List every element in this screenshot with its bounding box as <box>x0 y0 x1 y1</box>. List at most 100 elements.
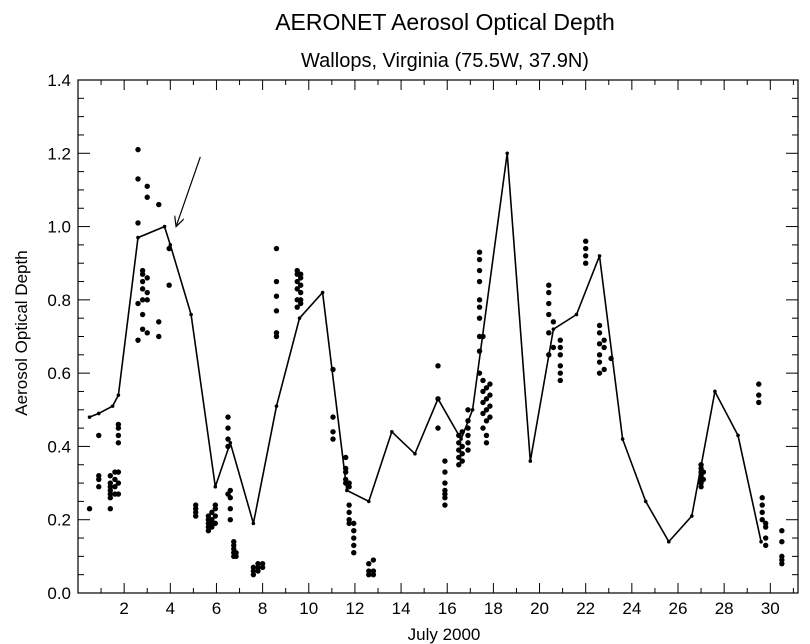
observation-point <box>86 506 93 512</box>
observation-point <box>115 421 122 428</box>
observation-point <box>250 564 257 571</box>
observation-point <box>442 458 448 464</box>
observation-point <box>255 560 261 567</box>
daily-mean-point <box>620 437 625 441</box>
observation-point <box>557 370 564 376</box>
x-tick-label: 10 <box>299 599 318 618</box>
observation-point <box>227 495 234 501</box>
observation-point <box>459 443 465 450</box>
observation-point <box>115 491 122 497</box>
observation-point <box>370 557 377 563</box>
observation-point <box>596 322 603 329</box>
dot-series <box>86 146 785 578</box>
observation-point <box>546 289 552 296</box>
observation-point <box>139 297 146 303</box>
observation-point <box>483 385 490 391</box>
chart-title: AERONET Aerosol Optical Depth <box>275 9 615 35</box>
x-tick-label: 4 <box>166 599 175 618</box>
daily-mean-point <box>390 429 394 434</box>
daily-mean-point <box>551 327 556 331</box>
y-tick-label: 1.2 <box>47 144 71 163</box>
daily-mean-point <box>228 440 233 445</box>
daily-mean-line <box>89 153 762 544</box>
observation-point <box>342 454 349 461</box>
plot-border <box>77 79 799 594</box>
y-tick-label: 0.2 <box>47 511 71 530</box>
observation-point <box>456 454 462 461</box>
observation-point <box>435 425 441 431</box>
annotations <box>176 156 201 227</box>
daily-mean-point <box>96 411 101 416</box>
observation-point <box>294 267 300 274</box>
observation-point <box>596 330 603 336</box>
observation-point <box>144 330 150 336</box>
observation-point <box>112 476 118 483</box>
observation-point <box>227 487 234 494</box>
observation-point <box>596 341 603 347</box>
observation-point <box>480 333 486 340</box>
x-tick-label: 20 <box>530 599 549 618</box>
observation-point <box>259 560 266 567</box>
observation-point <box>297 297 304 303</box>
observation-point <box>346 480 352 486</box>
observation-point <box>759 502 765 508</box>
daily-mean-point <box>470 407 475 412</box>
observation-point <box>135 146 141 153</box>
observation-point <box>476 256 483 263</box>
observation-point <box>557 377 564 384</box>
x-tick-label: 14 <box>392 599 411 618</box>
daily-mean-point <box>320 290 325 295</box>
observation-point <box>297 282 304 288</box>
observation-point <box>330 429 336 435</box>
observation-point <box>225 425 231 431</box>
observation-point <box>442 480 448 486</box>
observation-point <box>700 469 707 475</box>
observation-point <box>487 414 493 420</box>
observation-point <box>107 473 114 479</box>
observation-point <box>582 260 589 266</box>
observation-point <box>487 381 493 387</box>
observation-point <box>557 344 564 351</box>
observation-point <box>330 366 336 373</box>
observation-point <box>330 436 336 442</box>
observation-point <box>209 517 215 523</box>
observation-point <box>700 476 707 483</box>
observation-point <box>456 440 462 446</box>
observation-point <box>366 568 372 574</box>
y-tick-label: 0.8 <box>47 291 71 310</box>
observation-point <box>480 377 486 384</box>
observation-point <box>480 388 486 395</box>
observation-point <box>225 436 231 442</box>
observation-point <box>273 330 280 336</box>
observation-point <box>139 326 146 332</box>
observation-point <box>135 337 141 343</box>
observation-point <box>107 506 114 512</box>
observation-point <box>297 289 304 296</box>
observation-point <box>96 484 102 490</box>
observation-point <box>205 513 212 519</box>
observation-point <box>465 432 471 439</box>
observation-point <box>346 517 352 523</box>
observation-point <box>294 286 300 292</box>
observation-point <box>225 414 231 420</box>
daily-mean-point <box>505 151 510 156</box>
plot-frame <box>77 79 799 594</box>
observation-point <box>297 271 304 277</box>
daily-mean-point <box>413 451 417 456</box>
observation-point <box>233 549 239 556</box>
x-tick-label: 24 <box>622 599 641 618</box>
observation-point <box>476 370 483 376</box>
observation-point <box>762 520 769 527</box>
annotation-arrow <box>176 156 201 227</box>
observation-point <box>370 568 377 574</box>
observation-point <box>459 451 465 457</box>
daily-mean-point <box>297 316 302 320</box>
observation-point <box>759 495 765 501</box>
observation-point <box>762 535 769 541</box>
observation-point <box>346 502 352 508</box>
axis-ticks: 2 4 6 8 10 12 14 16 18 20 22 24 26 28 300.00.20.40.60.… <box>47 71 798 618</box>
observation-point <box>487 392 493 398</box>
observation-point <box>342 465 349 472</box>
observation-point <box>139 267 146 274</box>
y-tick-label: 1.4 <box>47 71 71 90</box>
